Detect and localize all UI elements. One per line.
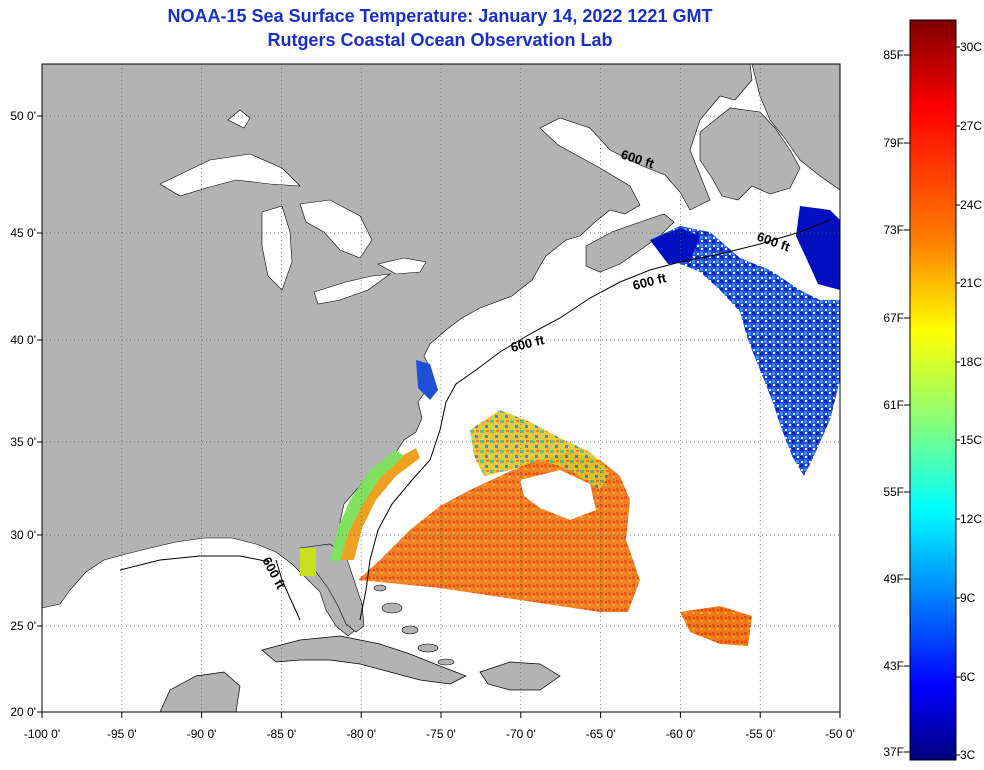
colorbar-c-label: 30C bbox=[960, 40, 982, 54]
colorbar-c-label: 24C bbox=[960, 198, 982, 212]
map-area: 600 ft 600 ft 600 ft 600 ft 600 ft bbox=[42, 64, 840, 712]
colorbar-c-label: 18C bbox=[960, 355, 982, 369]
lon-label: -70 0' bbox=[506, 727, 536, 741]
colorbar-c-label: 12C bbox=[960, 512, 982, 526]
colorbar-c-label: 9C bbox=[960, 591, 976, 605]
cloud-gap bbox=[520, 470, 596, 520]
colorbar-f-label: 55F bbox=[883, 485, 904, 499]
sst-southeast-patch bbox=[680, 606, 752, 646]
sst-deep-blue-region bbox=[650, 228, 700, 264]
sst-coastal-strip bbox=[340, 448, 420, 560]
north-shore-land bbox=[751, 64, 840, 191]
colorbar-f-label: 37F bbox=[883, 745, 904, 759]
lat-label: 25 0' bbox=[10, 619, 36, 633]
cuba-land bbox=[261, 635, 467, 685]
colorbar-c-label: 3C bbox=[960, 748, 976, 762]
sst-coastal-green bbox=[330, 450, 404, 562]
lon-label: -55 0' bbox=[745, 727, 775, 741]
bahamas-islands bbox=[373, 584, 455, 666]
lat-label: 30 0' bbox=[10, 528, 36, 542]
colorbar-f-label: 49F bbox=[883, 572, 904, 586]
lon-label: -60 0' bbox=[666, 727, 696, 741]
sst-gulf-patch bbox=[300, 548, 316, 576]
lon-label: -65 0' bbox=[586, 727, 616, 741]
lon-label: -85 0' bbox=[267, 727, 297, 741]
colorbar-c-label: 21C bbox=[960, 276, 982, 290]
map-axes: -100 0' -95 0' -90 0' -85 0' -80 0' -75 0' -70… bbox=[10, 109, 854, 741]
colorbar-f-label: 61F bbox=[883, 398, 904, 412]
lon-label: -100 0' bbox=[24, 727, 60, 741]
colorbar bbox=[909, 19, 957, 761]
lat-label: 35 0' bbox=[10, 435, 36, 449]
colorbar-c-label: 27C bbox=[960, 119, 982, 133]
colorbar-f-label: 43F bbox=[883, 659, 904, 673]
isobath-600ft bbox=[119, 219, 831, 621]
lon-label: -90 0' bbox=[187, 727, 217, 741]
sst-deep-blue-east bbox=[796, 206, 840, 290]
lon-label: -50 0' bbox=[825, 727, 855, 741]
colorbar-f-label: 73F bbox=[883, 223, 904, 237]
sst-chesapeake bbox=[416, 360, 438, 400]
colorbar-ticks: 85F 79F 73F 67F 61F 55F 49F 43F 37F 30C 27C 24C 21C 1… bbox=[883, 40, 982, 762]
sst-cold-region bbox=[650, 226, 840, 476]
colorbar-f-label: 79F bbox=[883, 136, 904, 150]
yucatan-land bbox=[159, 671, 241, 712]
lon-label: -75 0' bbox=[426, 727, 456, 741]
lat-label: 45 0' bbox=[10, 226, 36, 240]
graticule bbox=[42, 64, 840, 712]
lat-label: 20 0' bbox=[10, 705, 36, 719]
lat-label: 40 0' bbox=[10, 333, 36, 347]
map-subtitle: Rutgers Coastal Ocean Observation Lab bbox=[267, 30, 613, 50]
sst-mixed-region bbox=[470, 410, 610, 490]
lon-label: -80 0' bbox=[346, 727, 376, 741]
colorbar-f-label: 67F bbox=[883, 311, 904, 325]
map-title: NOAA-15 Sea Surface Temperature: January… bbox=[167, 6, 713, 26]
great-lakes bbox=[159, 109, 427, 305]
lat-label: 50 0' bbox=[10, 109, 36, 123]
hispaniola-land bbox=[479, 661, 561, 691]
colorbar-c-label: 15C bbox=[960, 433, 982, 447]
colorbar-f-label: 85F bbox=[883, 48, 904, 62]
newfoundland-land bbox=[699, 107, 801, 201]
colorbar-c-label: 6C bbox=[960, 670, 976, 684]
lon-label: -95 0' bbox=[107, 727, 137, 741]
